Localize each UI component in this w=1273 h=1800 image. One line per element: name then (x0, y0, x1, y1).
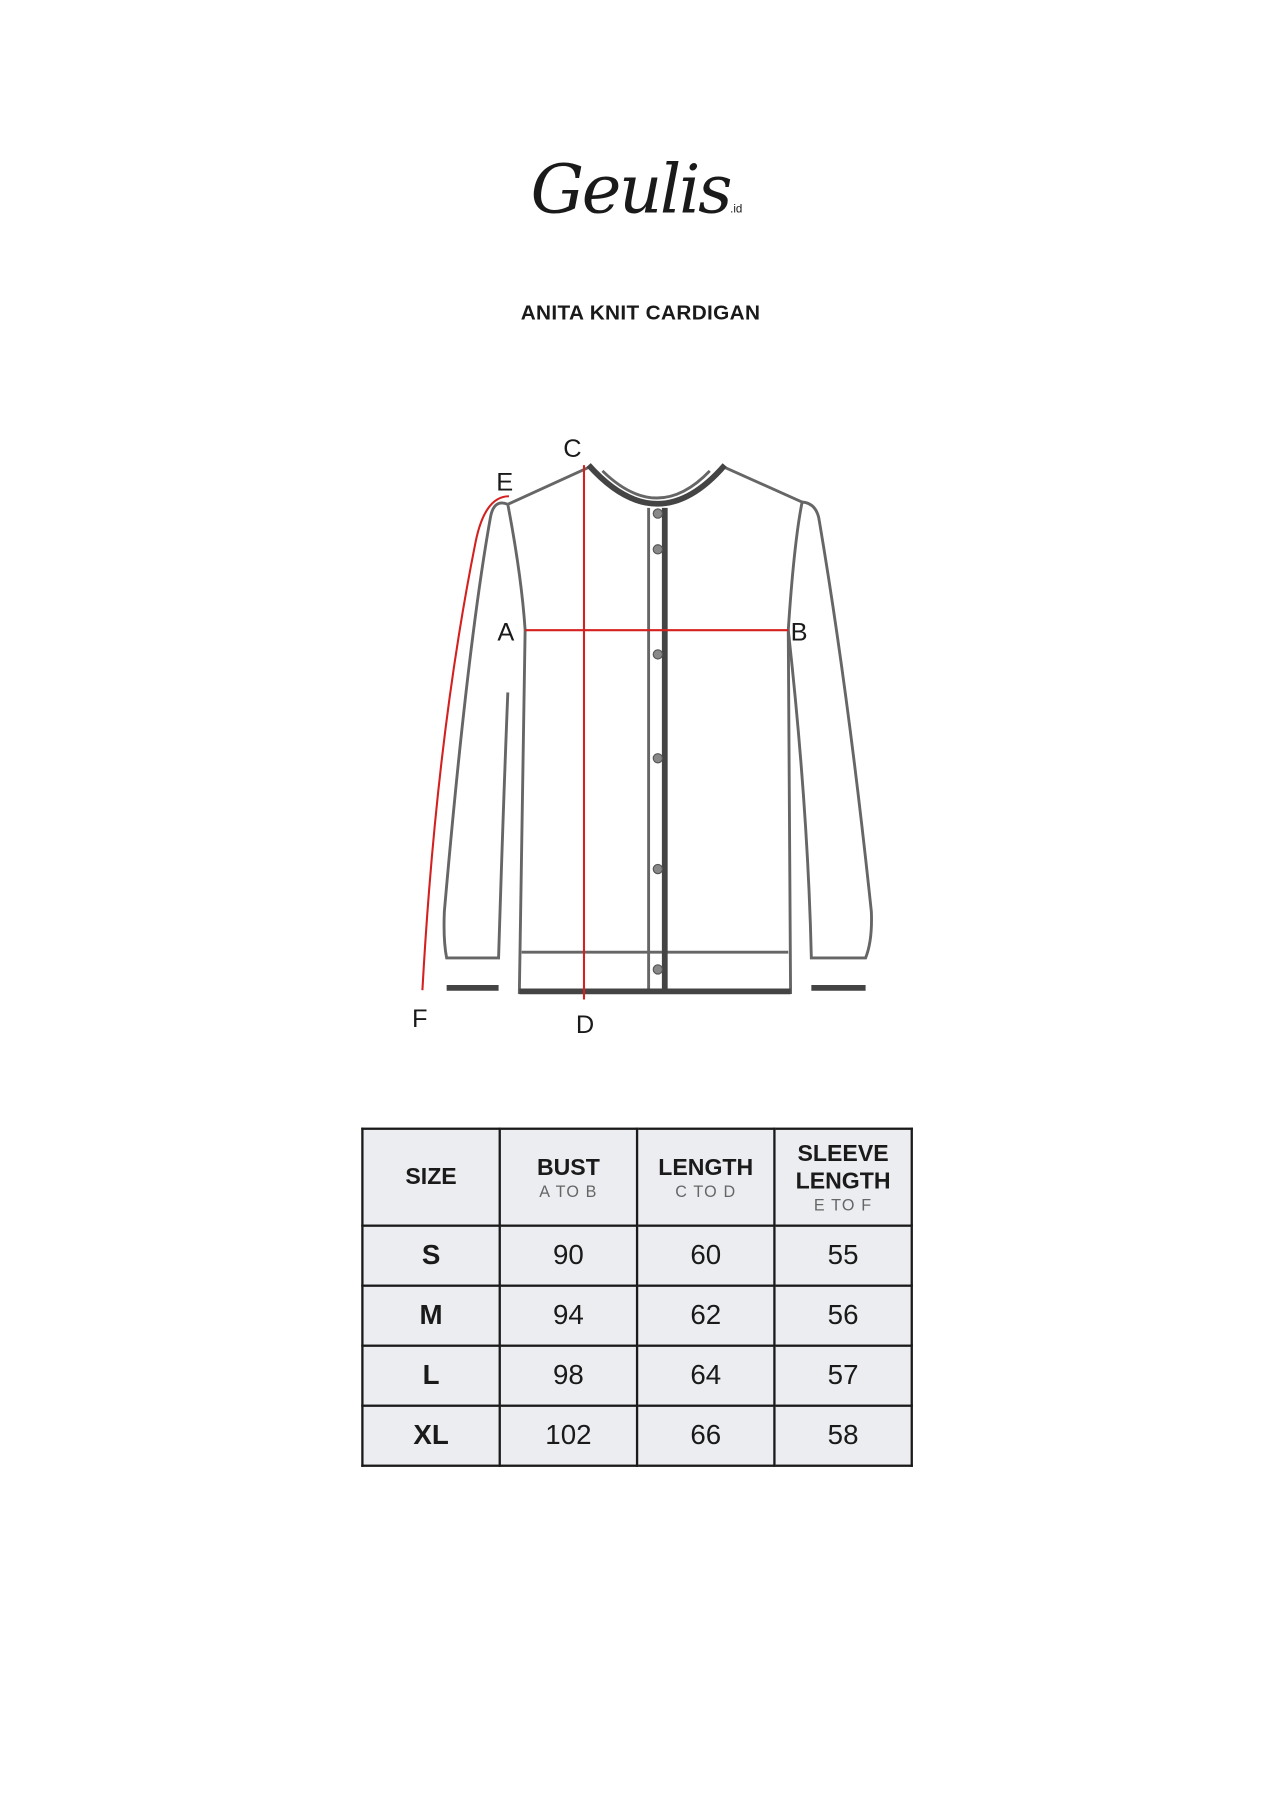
label-d: D (576, 1011, 594, 1039)
table-row: S 90 60 55 (361, 1224, 913, 1287)
header-sleeve-length: SLEEVE LENGTH E TO F (773, 1127, 913, 1227)
label-c: C (563, 435, 581, 463)
table-row: XL 102 66 58 (361, 1404, 913, 1467)
garment-outline (442, 466, 873, 994)
table-row: L 98 64 57 (361, 1344, 913, 1407)
header-size: SIZE (361, 1127, 501, 1227)
label-f: F (412, 1005, 428, 1033)
header-length: LENGTH C TO D (635, 1127, 776, 1227)
header-bust: BUST A TO B (498, 1127, 639, 1227)
sleeve-measure-line (421, 495, 510, 991)
table-header-row: SIZE BUST A TO B LENGTH C TO D SLEEVE LENG… (361, 1127, 913, 1227)
label-a: A (497, 619, 514, 647)
buttons (652, 508, 664, 975)
product-title: ANITA KNIT CARDIGAN (520, 301, 761, 325)
collar-rib (586, 463, 727, 507)
brand-logo: Geulis.id (530, 150, 743, 229)
table-row: M 94 62 56 (361, 1284, 913, 1347)
cardigan-diagram: C E A B F D (412, 435, 873, 1039)
label-e: E (496, 469, 513, 497)
size-table: SIZE BUST A TO B LENGTH C TO D SLEEVE LENG… (361, 1127, 913, 1467)
label-b: B (791, 619, 808, 647)
